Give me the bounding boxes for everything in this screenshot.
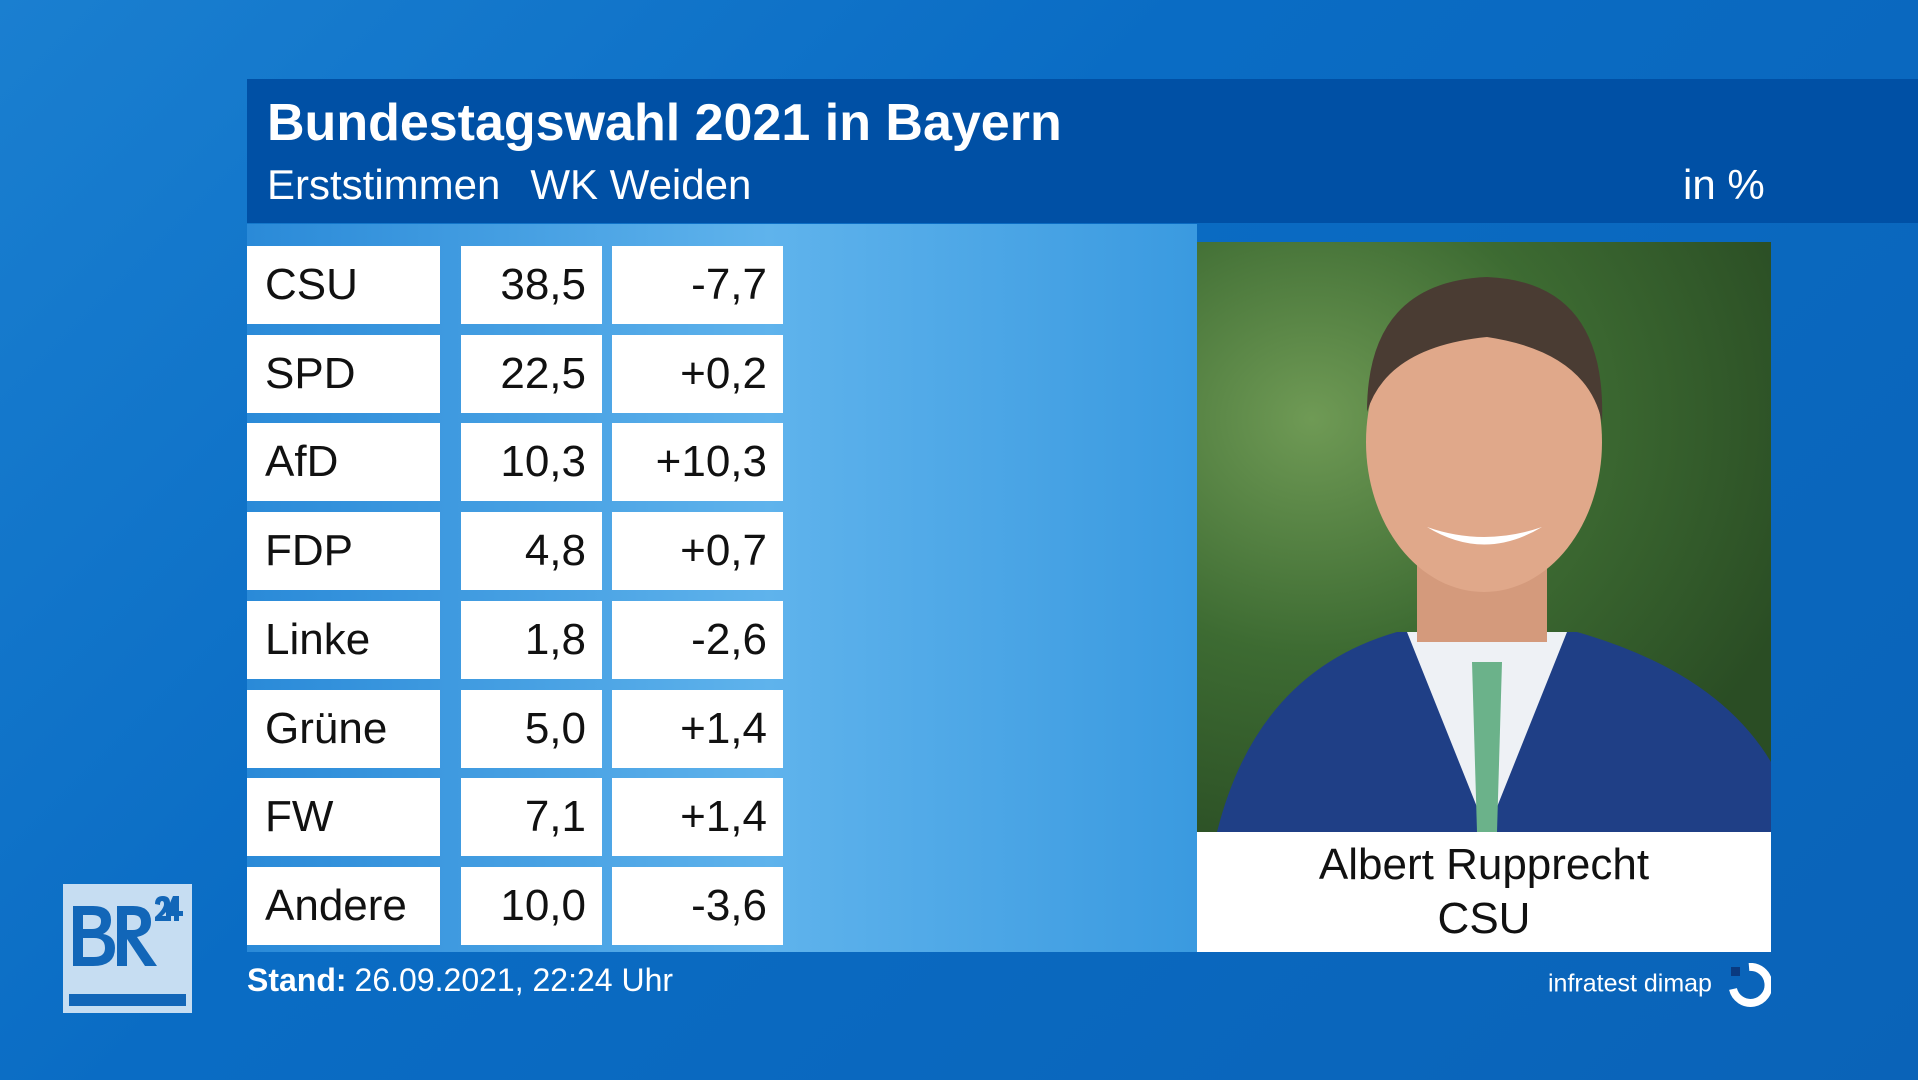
unit-label: in % <box>1683 161 1765 208</box>
vote-share: 22,5 <box>461 334 602 413</box>
br24-logo <box>63 884 192 1013</box>
party-name: CSU <box>247 246 440 324</box>
subtitle: Erststimmen WK Weiden <box>267 161 781 209</box>
timestamp: Stand: 26.09.2021, 22:24 Uhr <box>247 962 673 999</box>
vote-change: +1,4 <box>612 689 783 768</box>
vote-change: +10,3 <box>612 423 783 502</box>
vote-change: -3,6 <box>612 866 783 945</box>
subtitle-vote-type: Erststimmen <box>267 161 501 208</box>
vote-share: 38,5 <box>461 246 602 324</box>
vote-share: 10,0 <box>461 866 602 945</box>
party-name: SPD <box>247 334 440 413</box>
winner-caption: Albert Rupprecht CSU <box>1197 832 1771 952</box>
winner-party: CSU <box>1437 894 1531 943</box>
stand-label: Stand: <box>247 962 347 998</box>
source-label: infratest dimap <box>1548 969 1712 998</box>
party-name: AfD <box>247 423 440 502</box>
vote-share: 10,3 <box>461 423 602 502</box>
vote-change: +0,2 <box>612 334 783 413</box>
party-name: Linke <box>247 600 440 679</box>
stand-value: 26.09.2021, 22:24 Uhr <box>354 962 674 998</box>
vote-change: -7,7 <box>612 246 783 324</box>
vote-change: +0,7 <box>612 512 783 591</box>
header-band: Bundestagswahl 2021 in Bayern Erststimme… <box>247 79 1918 223</box>
vote-share: 1,8 <box>461 600 602 679</box>
subtitle-district: WK Weiden <box>530 161 752 208</box>
vote-change: +1,4 <box>612 778 783 857</box>
vote-share: 5,0 <box>461 689 602 768</box>
page-title: Bundestagswahl 2021 in Bayern <box>267 94 1062 152</box>
source-credit: infratest dimap <box>1548 962 1773 1007</box>
infratest-dimap-logo-icon <box>1729 962 1773 1007</box>
party-name: Andere <box>247 866 440 945</box>
vote-share: 7,1 <box>461 778 602 857</box>
vote-change: -2,6 <box>612 600 783 679</box>
party-name: FW <box>247 778 440 857</box>
winner-name: Albert Rupprecht <box>1318 840 1650 889</box>
party-name: Grüne <box>247 689 440 768</box>
candidate-photo <box>1197 242 1771 832</box>
party-name: FDP <box>247 512 440 591</box>
vote-share: 4,8 <box>461 512 602 591</box>
